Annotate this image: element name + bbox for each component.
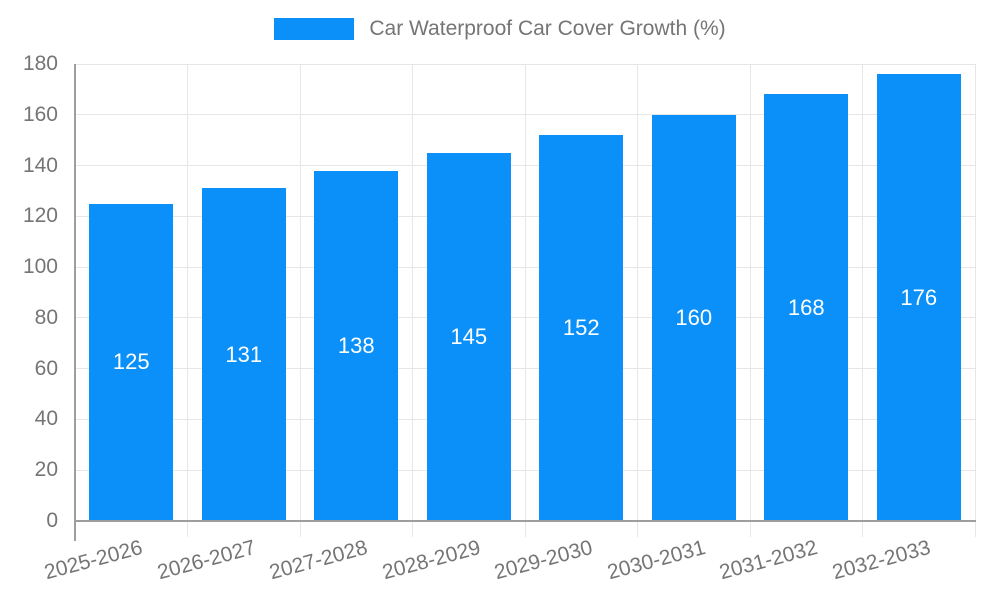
x-gridline [299,64,301,537]
bar-value-label: 168 [787,294,825,320]
bar-value-label: 160 [675,304,713,330]
bar[interactable]: 160 [651,114,736,521]
bar-value-label: 131 [225,341,263,367]
legend-label: Car Waterproof Car Cover Growth (%) [369,17,726,40]
y-axis-tick-label: 40 [34,407,58,431]
bar[interactable]: 125 [89,203,174,521]
bar[interactable]: 152 [539,135,624,521]
bar-value-label: 138 [337,332,375,358]
y-axis-tick-label: 80 [34,305,58,329]
x-gridline [749,64,751,537]
bar-value-label: 152 [562,315,600,341]
bar[interactable]: 145 [426,152,511,521]
x-gridline [187,64,188,537]
x-gridline [637,64,638,537]
bar-value-label: 145 [450,323,488,349]
y-axis-tick-label: 0 [46,509,58,532]
bar[interactable]: 176 [876,74,961,521]
y-axis-tick-label: 100 [22,255,58,279]
y-axis-tick-label: 180 [22,52,58,75]
y-axis-line [74,64,76,541]
bar-value-label: 125 [112,349,150,375]
x-axis-line [74,520,976,522]
bar[interactable]: 138 [314,170,399,521]
y-axis-tick-label: 160 [22,102,58,126]
legend[interactable]: Car Waterproof Car Cover Growth (%) [0,17,1000,41]
x-gridline [974,64,976,537]
x-gridline [862,64,863,537]
y-axis-tick-label: 140 [22,153,58,177]
bar-value-label: 176 [900,284,938,310]
y-axis-tick-label: 120 [22,204,58,228]
x-gridline [412,64,413,537]
x-gridline [524,64,526,537]
legend-swatch-icon [274,18,355,40]
y-axis-tick-label: 60 [34,356,58,380]
bar[interactable]: 131 [201,188,286,521]
bar[interactable]: 168 [764,94,849,521]
y-axis-tick-label: 20 [34,458,58,482]
